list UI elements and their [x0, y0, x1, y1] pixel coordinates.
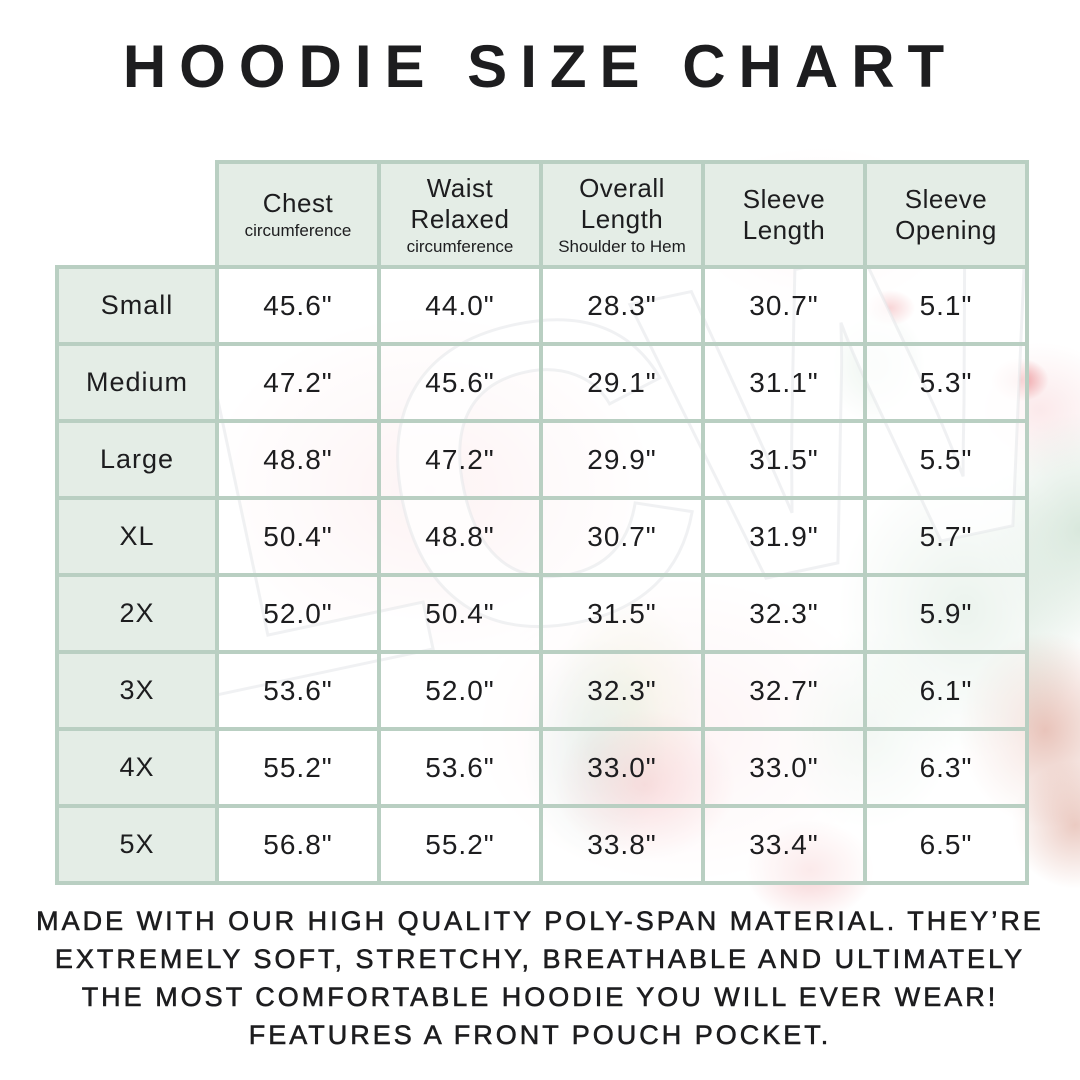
measurement-value: 47.2" — [377, 419, 543, 500]
column-header: Waist Relaxed circumference — [377, 160, 543, 269]
size-label: XL — [55, 496, 219, 577]
size-label: Large — [55, 419, 219, 500]
corner-cell — [57, 162, 217, 267]
measurement-value: 56.8" — [215, 804, 381, 885]
measurement-value: 45.6" — [377, 342, 543, 423]
column-title: Length — [742, 214, 826, 245]
measurement-value: 30.7" — [701, 265, 867, 346]
table-row: 3X 53.6" 52.0" 32.3" 32.7" 6.1" — [55, 650, 1029, 731]
size-label: 3X — [55, 650, 219, 731]
description: MADE WITH OUR HIGH QUALITY POLY-SPAN MAT… — [30, 902, 1050, 1054]
measurement-value: 50.4" — [215, 496, 381, 577]
measurement-value: 47.2" — [215, 342, 381, 423]
description-line: EXTREMELY SOFT, STRETCHY, BREATHABLE AND… — [54, 944, 1026, 975]
page-title: HOODIE SIZE CHART — [122, 33, 958, 100]
measurement-value: 5.3" — [863, 342, 1029, 423]
measurement-value: 32.7" — [701, 650, 867, 731]
table-row: 2X 52.0" 50.4" 31.5" 32.3" 5.9" — [55, 573, 1029, 654]
description-line: FEATURES A FRONT POUCH POCKET. — [248, 1020, 832, 1051]
measurement-value: 33.4" — [701, 804, 867, 885]
size-label: Small — [55, 265, 219, 346]
column-title: Sleeve — [904, 183, 988, 214]
measurement-value: 55.2" — [377, 804, 543, 885]
table-row: 5X 56.8" 55.2" 33.8" 33.4" 6.5" — [55, 804, 1029, 885]
measurement-value: 5.9" — [863, 573, 1029, 654]
measurement-value: 30.7" — [539, 496, 705, 577]
measurement-value: 29.1" — [539, 342, 705, 423]
measurement-value: 53.6" — [377, 727, 543, 808]
measurement-value: 31.1" — [701, 342, 867, 423]
column-header: Sleeve Length — [701, 160, 867, 269]
size-label: 4X — [55, 727, 219, 808]
measurement-value: 32.3" — [701, 573, 867, 654]
measurement-value: 55.2" — [215, 727, 381, 808]
measurement-value: 33.8" — [539, 804, 705, 885]
table-body: Small 45.6" 44.0" 28.3" 30.7" 5.1" Medium 47.2"… — [55, 265, 1029, 885]
measurement-value: 29.9" — [539, 419, 705, 500]
measurement-value: 6.1" — [863, 650, 1029, 731]
column-title: Overall — [579, 172, 665, 203]
size-label: 2X — [55, 573, 219, 654]
measurement-value: 44.0" — [377, 265, 543, 346]
column-title: Length — [580, 203, 664, 234]
measurement-value: 48.8" — [215, 419, 381, 500]
header-row: Chest circumference Waist Relaxed circumfere… — [57, 160, 1029, 269]
table-header: Chest circumference Waist Relaxed circumfere… — [57, 160, 1029, 269]
column-header: Chest circumference — [215, 160, 381, 269]
measurement-value: 6.5" — [863, 804, 1029, 885]
measurement-value: 5.1" — [863, 265, 1029, 346]
measurement-value: 50.4" — [377, 573, 543, 654]
size-label: 5X — [55, 804, 219, 885]
measurement-value: 31.9" — [701, 496, 867, 577]
column-title: Waist — [426, 172, 494, 203]
measurement-value: 5.5" — [863, 419, 1029, 500]
column-subtitle: circumference — [406, 236, 514, 256]
column-title: Sleeve — [742, 183, 826, 214]
measurement-value: 33.0" — [539, 727, 705, 808]
column-title: Opening — [895, 214, 997, 245]
measurement-value: 45.6" — [215, 265, 381, 346]
size-chart-table: Chest circumference Waist Relaxed circumfere… — [55, 160, 1029, 885]
column-subtitle: circumference — [244, 221, 352, 240]
column-header: Sleeve Opening — [863, 160, 1029, 269]
table-row: Large 48.8" 47.2" 29.9" 31.5" 5.5" — [55, 419, 1029, 500]
table-row: XL 50.4" 48.8" 30.7" 31.9" 5.7" — [55, 496, 1029, 577]
measurement-value: 28.3" — [539, 265, 705, 346]
table-row: Medium 47.2" 45.6" 29.1" 31.1" 5.3" — [55, 342, 1029, 423]
column-subtitle: Shoulder to Hem — [558, 236, 686, 256]
measurement-value: 6.3" — [863, 727, 1029, 808]
measurement-value: 52.0" — [377, 650, 543, 731]
column-header: Overall Length Shoulder to Hem — [539, 160, 705, 269]
measurement-value: 53.6" — [215, 650, 381, 731]
measurement-value: 32.3" — [539, 650, 705, 731]
measurement-value: 31.5" — [701, 419, 867, 500]
measurement-value: 31.5" — [539, 573, 705, 654]
measurement-value: 5.7" — [863, 496, 1029, 577]
description-line: THE MOST COMFORTABLE HOODIE YOU WILL EVE… — [81, 982, 999, 1013]
measurement-value: 48.8" — [377, 496, 543, 577]
description-line: MADE WITH OUR HIGH QUALITY POLY-SPAN MAT… — [36, 906, 1044, 937]
measurement-value: 33.0" — [701, 727, 867, 808]
column-title: Relaxed — [410, 203, 510, 234]
table-row: 4X 55.2" 53.6" 33.0" 33.0" 6.3" — [55, 727, 1029, 808]
measurement-value: 52.0" — [215, 573, 381, 654]
column-title: Chest — [262, 188, 334, 218]
table-row: Small 45.6" 44.0" 28.3" 30.7" 5.1" — [55, 265, 1029, 346]
size-label: Medium — [55, 342, 219, 423]
